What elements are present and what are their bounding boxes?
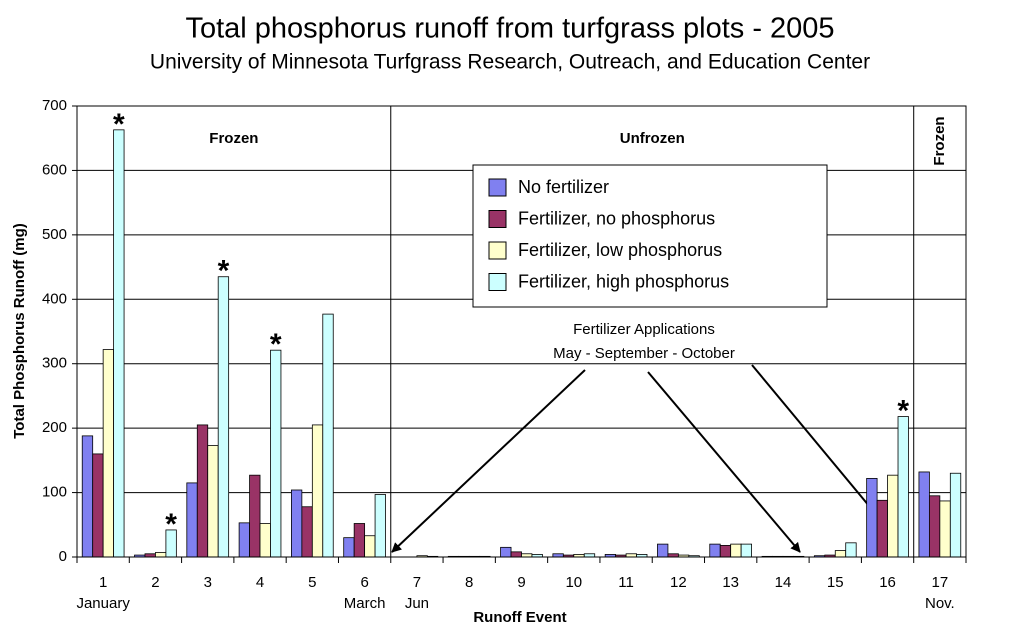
bar [834, 550, 847, 558]
bar [897, 416, 909, 558]
bar [709, 543, 721, 558]
bar [102, 349, 115, 558]
x-tick-label: 6 [360, 574, 368, 591]
bar [291, 489, 303, 558]
x-tick-label: 12 [670, 574, 687, 591]
x-tick-label: 11 [618, 574, 634, 591]
y-axis-label: Total Phosphorus Runoff (mg) [11, 223, 28, 439]
arrow [391, 369, 586, 553]
bar [510, 551, 522, 558]
x-tick-label: 3 [204, 574, 212, 591]
x-tick-label: 15 [827, 574, 844, 591]
bar [249, 474, 261, 558]
region-label: Frozen [209, 130, 258, 147]
y-tick-label: 100 [42, 484, 67, 501]
bar [207, 445, 219, 558]
significance-marker: * [165, 508, 177, 541]
y-tick-label: 0 [59, 548, 67, 565]
y-tick-label: 300 [42, 355, 67, 372]
x-tick-label: 13 [722, 574, 739, 591]
y-tick-label: 200 [42, 419, 67, 436]
bar [730, 543, 742, 558]
bar [343, 537, 355, 558]
legend-swatch [488, 273, 507, 291]
legend-label: No fertilizer [518, 177, 609, 197]
bar [740, 543, 752, 558]
legend: No fertilizer Fertilizer, no phosphorus Fe… [472, 164, 828, 308]
bar [845, 542, 857, 558]
bar [217, 276, 230, 558]
x-tick-label: 17 [932, 574, 949, 591]
bar [186, 482, 198, 558]
significance-marker: * [113, 108, 125, 141]
bar [311, 424, 324, 558]
bar [196, 424, 209, 558]
x-tick-label: 16 [879, 574, 896, 591]
bar [657, 543, 669, 558]
bar [322, 313, 334, 558]
chart-subtitle: University of Minnesota Turfgrass Resear… [150, 51, 870, 74]
x-tick-label: 8 [465, 574, 473, 591]
y-tick-label: 400 [42, 290, 67, 307]
plot-frame [76, 105, 967, 558]
x-axis-label: Runoff Event [473, 609, 566, 626]
annotation: May - September - October [553, 345, 735, 362]
x-sublabel: Jun [405, 595, 429, 612]
x-tick-label: 2 [151, 574, 159, 591]
x-sublabel: March [344, 595, 386, 612]
annotation: Fertilizer Applications [573, 321, 715, 338]
significance-marker: * [218, 255, 230, 288]
bar [353, 523, 366, 558]
x-sublabel: Nov. [925, 595, 955, 612]
x-tick-label: 1 [99, 574, 107, 591]
y-tick-label: 500 [42, 226, 67, 243]
bar [301, 506, 313, 558]
significance-marker: * [270, 328, 282, 361]
bar [81, 435, 94, 558]
region-label: Frozen [931, 116, 948, 165]
x-tick-label: 10 [565, 574, 582, 591]
legend-label: Fertilizer, high phosphorus [518, 271, 729, 291]
chart-title: Total phosphorus runoff from turfgrass p… [185, 13, 834, 45]
x-tick-label: 5 [308, 574, 316, 591]
y-tick-label: 600 [42, 161, 67, 178]
x-tick-label: 7 [413, 574, 421, 591]
legend-label: Fertilizer, no phosphorus [518, 208, 715, 228]
bar [374, 494, 386, 558]
x-sublabel: January [76, 595, 130, 612]
y-tick-label: 700 [42, 97, 67, 114]
legend-swatch [488, 241, 507, 260]
bar [259, 523, 271, 558]
bar [500, 546, 512, 558]
x-tick-label: 14 [775, 574, 792, 591]
region-label: Unfrozen [620, 130, 685, 147]
bar [939, 500, 951, 558]
bar [949, 472, 962, 558]
bar [364, 535, 376, 558]
significance-marker: * [897, 394, 909, 427]
x-tick-label: 4 [256, 574, 264, 591]
x-tick-label: 9 [517, 574, 525, 591]
annotation-arrows [391, 364, 905, 553]
bar [928, 495, 941, 558]
bar [918, 471, 930, 558]
bar [876, 499, 888, 558]
bar [238, 522, 250, 558]
bar [719, 545, 732, 558]
legend-label: Fertilizer, low phosphorus [518, 240, 722, 260]
legend-box [472, 164, 828, 308]
arrow [647, 371, 801, 553]
legend-swatch [488, 210, 507, 228]
bar [270, 349, 282, 558]
bar [866, 477, 878, 558]
bar [113, 129, 125, 558]
bar [887, 474, 899, 558]
bar [155, 552, 167, 558]
bar [92, 453, 104, 558]
legend-swatch [488, 178, 507, 197]
